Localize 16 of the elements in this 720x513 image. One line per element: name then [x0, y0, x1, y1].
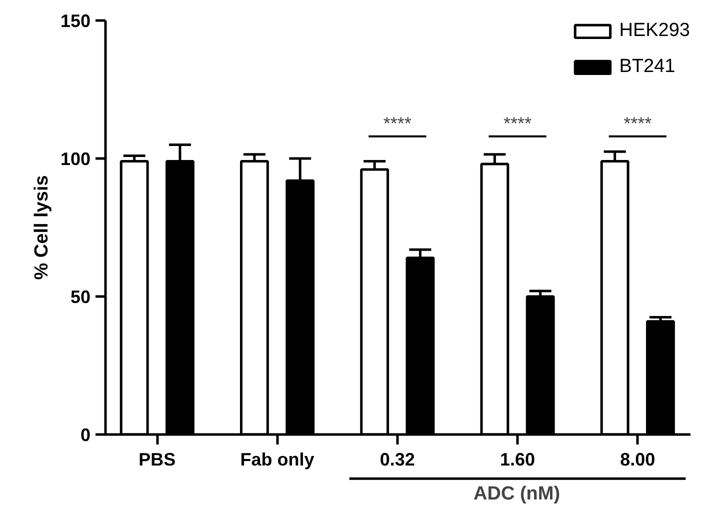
x-tick-label: 1.60 — [500, 450, 536, 470]
y-tick-label: 150 — [60, 11, 91, 31]
y-tick-label: 50 — [70, 287, 91, 307]
legend-label: HEK293 — [619, 20, 690, 42]
y-axis-title: % Cell lysis — [31, 175, 52, 280]
legend-label: BT241 — [619, 56, 676, 78]
y-tick-label: 0 — [80, 425, 91, 445]
y-tick-label: 100 — [60, 149, 91, 169]
annotation: **** — [504, 114, 532, 134]
x-tick-label: 0.32 — [380, 450, 415, 470]
annotation: **** — [383, 114, 412, 134]
x-tick-label: 8.00 — [620, 450, 656, 470]
x-tick-label: PBS — [138, 450, 176, 470]
annotation: **** — [624, 114, 652, 134]
x-axis-title: ADC (nM) — [474, 484, 560, 504]
x-tick-label: Fab only — [240, 450, 314, 470]
